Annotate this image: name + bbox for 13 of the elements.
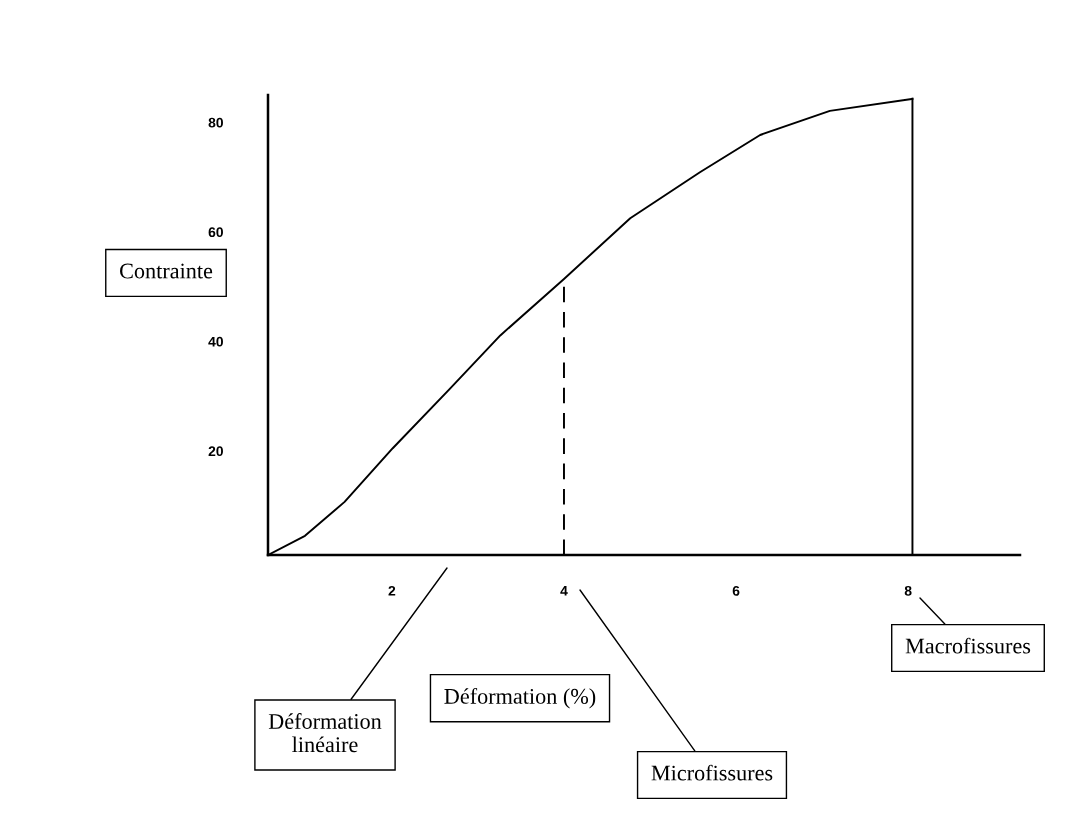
x-tick-label: 8 [904, 585, 912, 596]
y-tick-label: 80 [208, 117, 223, 128]
x-tick-label: 6 [732, 585, 740, 596]
y-axis-title: Contrainte [120, 263, 213, 279]
y-tick-label: 20 [208, 446, 223, 457]
x-tick-label: 2 [388, 585, 396, 596]
x-axis-title: Déformation (%) [444, 688, 596, 709]
text: Déformation linéaire [268, 713, 382, 753]
text: Macrofissures [905, 637, 1031, 654]
text: Microfissures [651, 764, 773, 781]
x-tick-label: 4 [560, 586, 568, 596]
y-tick-label: 60 [208, 227, 223, 238]
y-tick-label: 40 [208, 336, 223, 347]
